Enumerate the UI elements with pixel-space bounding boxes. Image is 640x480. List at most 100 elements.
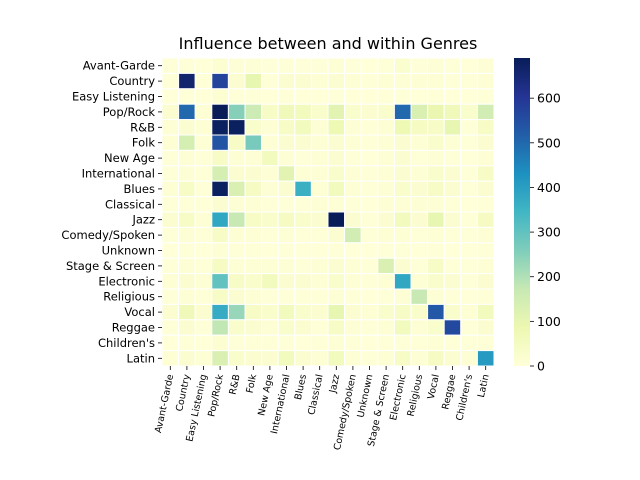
heatmap-cell-blues-new-age <box>261 180 279 198</box>
x-tick-label-children-s: Children's <box>454 373 475 421</box>
heatmap-cell-comedy-spoken-classical <box>310 226 329 244</box>
heatmap-cell-children-s-unknown <box>360 334 379 352</box>
heatmap-cell-international-easy-listening <box>194 165 213 182</box>
heatmap-cell-pop-rock-jazz <box>327 103 346 121</box>
heatmap-cell-stage-screen-jazz <box>327 257 346 275</box>
heatmap-cell-vocal-electronic <box>393 303 412 321</box>
heatmap-cell-unknown-blues <box>294 242 312 259</box>
heatmap-cell-jazz-comedy-spoken <box>344 211 362 228</box>
heatmap-cell-reggae-religious <box>410 319 429 336</box>
heatmap-cell-electronic-easy-listening <box>194 273 213 290</box>
y-tick-label-electronic: Electronic <box>98 274 155 288</box>
heatmap-cell-jazz-jazz <box>327 211 346 228</box>
heatmap-cell-international-folk <box>244 165 263 182</box>
heatmap-cell-jazz-country <box>178 211 196 228</box>
heatmap-cell-pop-rock-r-b <box>227 103 246 121</box>
heatmap-cell-reggae-comedy-spoken <box>344 319 362 336</box>
heatmap-cell-international-religious <box>410 165 429 182</box>
heatmap-cell-jazz-folk <box>244 211 263 228</box>
heatmap-cell-new-age-new-age <box>261 149 279 167</box>
heatmap-cell-jazz-pop-rock <box>211 211 229 228</box>
heatmap-cell-new-age-children-s <box>460 149 478 167</box>
heatmap-cell-country-unknown <box>360 72 379 90</box>
heatmap-cell-new-age-country <box>178 149 196 167</box>
heatmap-cell-children-s-jazz <box>327 334 346 352</box>
heatmap-cell-avant-garde-classical <box>310 57 329 74</box>
heatmap-cell-easy-listening-folk <box>244 88 263 105</box>
heatmap-cell-latin-country <box>178 350 196 367</box>
heatmap-cell-stage-screen-international <box>277 257 296 275</box>
heatmap-cell-avant-garde-reggae <box>443 57 462 74</box>
heatmap-cell-reggae-easy-listening <box>194 319 213 336</box>
heatmap-cell-folk-comedy-spoken <box>344 134 362 151</box>
heatmap-cell-religious-country <box>178 288 196 305</box>
heatmap-cell-jazz-new-age <box>261 211 279 228</box>
heatmap-cell-new-age-blues <box>294 149 312 167</box>
heatmap-cell-stage-screen-reggae <box>443 257 462 275</box>
heatmap-cell-unknown-stage-screen <box>377 242 395 259</box>
y-tick-label-children-s: Children's <box>98 336 155 350</box>
y-tick-label-country: Country <box>109 74 155 88</box>
x-tick-label-latin: Latin <box>476 373 492 398</box>
heatmap-cell-pop-rock-religious <box>410 103 429 121</box>
heatmap-cell-stage-screen-r-b <box>227 257 246 275</box>
heatmap-cell-pop-rock-electronic <box>393 103 412 121</box>
heatmap-cell-new-age-vocal <box>427 149 445 167</box>
heatmap-cell-country-vocal <box>427 72 445 90</box>
heatmap-cell-vocal-pop-rock <box>211 303 229 321</box>
heatmap-cell-r-b-reggae <box>443 119 462 136</box>
heatmap-cell-classical-avant-garde <box>161 196 180 213</box>
heatmap-cell-avant-garde-stage-screen <box>377 57 395 74</box>
y-tick-label-reggae: Reggae <box>112 321 155 335</box>
heatmap-cell-reggae-children-s <box>460 319 478 336</box>
heatmap-cell-electronic-vocal <box>427 273 445 290</box>
heatmap-cell-easy-listening-pop-rock <box>211 88 229 105</box>
heatmap-cell-r-b-folk <box>244 119 263 136</box>
heatmap-cell-avant-garde-comedy-spoken <box>344 57 362 74</box>
heatmap-cell-r-b-jazz <box>327 119 346 136</box>
heatmap-cell-reggae-country <box>178 319 196 336</box>
heatmap-cell-jazz-unknown <box>360 211 379 228</box>
heatmap-cell-international-country <box>178 165 196 182</box>
heatmap-cell-country-folk <box>244 72 263 90</box>
heatmap-cell-classical-vocal <box>427 196 445 213</box>
y-tick-label-pop-rock: Pop/Rock <box>103 105 156 119</box>
heatmap-cell-unknown-latin <box>476 242 495 259</box>
heatmap-cell-country-latin <box>476 72 495 90</box>
heatmap-cell-avant-garde-latin <box>476 57 495 74</box>
heatmap-cell-avant-garde-folk <box>244 57 263 74</box>
heatmap-cell-unknown-vocal <box>427 242 445 259</box>
heatmap-cell-unknown-international <box>277 242 296 259</box>
heatmap-cell-children-s-r-b <box>227 334 246 352</box>
heatmap-cell-avant-garde-r-b <box>227 57 246 74</box>
colorbar-tick-label-300: 300 <box>537 225 561 240</box>
heatmap-cell-children-s-stage-screen <box>377 334 395 352</box>
heatmap-cell-pop-rock-vocal <box>427 103 445 121</box>
heatmap-cell-comedy-spoken-blues <box>294 226 312 244</box>
heatmap-cell-folk-r-b <box>227 134 246 151</box>
heatmap-cell-r-b-electronic <box>393 119 412 136</box>
heatmap-cell-new-age-easy-listening <box>194 149 213 167</box>
heatmap-cell-reggae-avant-garde <box>161 319 180 336</box>
heatmap-cell-r-b-country <box>178 119 196 136</box>
heatmap-cell-country-reggae <box>443 72 462 90</box>
y-tick-label-new-age: New Age <box>104 151 155 165</box>
heatmap-cell-reggae-international <box>277 319 296 336</box>
heatmap-cell-easy-listening-blues <box>294 88 312 105</box>
heatmap-cell-unknown-folk <box>244 242 263 259</box>
heatmap-cell-international-avant-garde <box>161 165 180 182</box>
heatmap-cell-stage-screen-children-s <box>460 257 478 275</box>
heatmap-cell-reggae-stage-screen <box>377 319 395 336</box>
heatmap-cell-classical-pop-rock <box>211 196 229 213</box>
heatmap-cell-international-classical <box>310 165 329 182</box>
heatmap-cell-easy-listening-r-b <box>227 88 246 105</box>
y-tick-label-folk: Folk <box>132 136 155 150</box>
x-tick-label-reggae: Reggae <box>440 373 458 410</box>
heatmap-cell-comedy-spoken-comedy-spoken <box>344 226 362 244</box>
heatmap-cell-pop-rock-folk <box>244 103 263 121</box>
heatmap-cell-jazz-religious <box>410 211 429 228</box>
heatmap-cell-new-age-classical <box>310 149 329 167</box>
heatmap-cell-pop-rock-international <box>277 103 296 121</box>
heatmap-cell-new-age-religious <box>410 149 429 167</box>
heatmap-cell-unknown-reggae <box>443 242 462 259</box>
